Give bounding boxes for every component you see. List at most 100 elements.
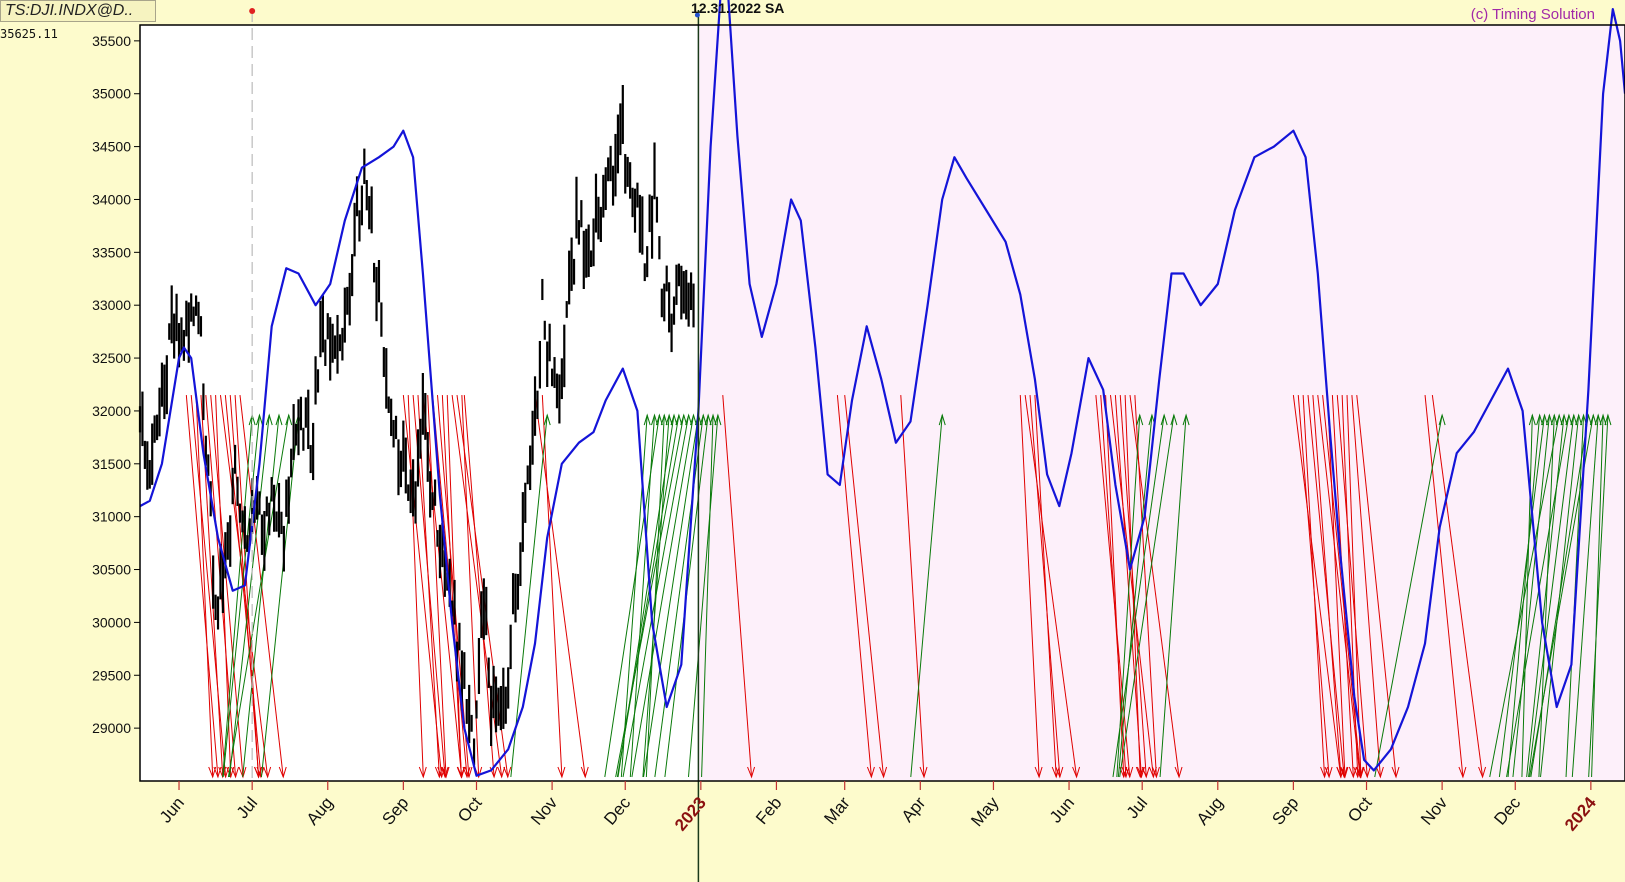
up-signal-arrow <box>242 415 280 778</box>
down-signal-arrowhead <box>456 766 465 779</box>
y-tick-label: 29000 <box>92 720 131 736</box>
y-tick-label: 33000 <box>92 297 131 313</box>
ticker-label[interactable]: TS:DJI.INDX@D.. <box>0 0 156 22</box>
down-signal-arrow <box>1317 395 1361 778</box>
y-tick-label: 33500 <box>92 244 131 260</box>
up-signal-arrowhead <box>1528 413 1536 426</box>
down-signal-arrow <box>1114 395 1142 778</box>
down-signal-arrow <box>1346 395 1362 778</box>
down-signal-arrowhead <box>1362 766 1371 779</box>
y-tick-label: 31000 <box>92 509 131 525</box>
projection-line <box>139 0 1625 777</box>
x-tick-label: Mar <box>820 793 854 828</box>
signal-arrows-layer <box>185 395 1612 779</box>
down-signal-arrowhead <box>866 766 875 779</box>
up-signal-arrowhead <box>685 413 693 426</box>
up-signal-arrow <box>631 414 695 778</box>
up-signal-arrow <box>222 415 253 778</box>
down-signal-arrowhead <box>1174 766 1183 779</box>
down-signal-arrow <box>1336 395 1368 778</box>
down-signal-arrow <box>417 395 440 778</box>
up-signal-arrowhead <box>660 413 668 426</box>
down-signal-arrow <box>1356 395 1397 778</box>
down-signal-arrow <box>541 395 563 778</box>
x-tick-label: Aug <box>1193 793 1227 828</box>
down-signal-arrowhead <box>557 766 566 779</box>
up-signal-arrowhead <box>1541 413 1549 426</box>
up-signal-arrowhead <box>1560 413 1568 426</box>
up-signal-arrow <box>643 414 699 778</box>
down-signal-arrow <box>1019 395 1040 778</box>
down-signal-arrow <box>1302 395 1326 778</box>
up-signal-arrow <box>1507 415 1541 778</box>
up-signal-arrowhead <box>690 413 698 426</box>
down-signal-arrowhead <box>1391 766 1400 779</box>
up-signal-arrow <box>1591 415 1604 778</box>
down-signal-arrow <box>210 395 244 778</box>
price-bars-layer <box>138 85 695 766</box>
down-signal-arrowhead <box>1051 766 1060 779</box>
up-signal-arrowhead <box>1136 413 1144 426</box>
cursor-dot <box>694 12 700 18</box>
up-signal-arrow <box>1571 415 1599 778</box>
up-signal-arrow <box>1526 415 1565 778</box>
up-signal-arrowhead <box>265 413 273 426</box>
up-signal-arrow <box>228 415 270 778</box>
up-signal-arrowhead <box>938 413 946 426</box>
down-signal-arrowhead <box>1375 766 1384 779</box>
down-signal-arrow <box>722 395 753 778</box>
plot-frame <box>139 24 1625 782</box>
x-tick-label: May <box>967 793 1003 830</box>
up-signal-arrowhead <box>655 413 663 426</box>
x-tick-label: Sep <box>378 793 412 828</box>
x-tick-label: Dec <box>600 793 634 829</box>
up-signal-arrowhead <box>1182 413 1190 426</box>
down-signal-arrow <box>1431 395 1484 778</box>
up-signal-arrowhead <box>665 413 673 426</box>
axes-layer: 29000 29500 30000 30500 31000 31500 32000 32500… <box>92 24 1625 835</box>
y-tick-label: 32000 <box>92 403 131 419</box>
down-signal-arrowhead <box>1135 766 1144 779</box>
up-signal-arrowhead <box>1555 413 1563 426</box>
up-signal-arrowhead <box>1575 413 1583 426</box>
down-signal-arrowhead <box>464 766 473 779</box>
down-signal-arrowhead <box>1353 766 1362 779</box>
down-signal-arrowhead <box>1151 766 1160 779</box>
up-signal-arrow <box>222 415 260 778</box>
copyright-label: (c) Timing Solution <box>1470 6 1595 23</box>
x-tick-label: Sep <box>1268 793 1302 828</box>
down-signal-arrow <box>844 395 885 778</box>
x-tick-label: 2024 <box>1561 793 1600 835</box>
x-tick-label: 2023 <box>671 793 710 834</box>
down-signal-arrow <box>900 395 925 778</box>
up-signal-arrow <box>616 414 680 778</box>
down-signal-arrowhead <box>1478 766 1487 779</box>
up-signal-arrow <box>622 414 690 778</box>
down-signal-arrow <box>190 395 227 778</box>
down-signal-arrow <box>234 395 259 778</box>
up-signal-arrow <box>687 415 719 778</box>
down-signal-arrowhead <box>263 766 272 779</box>
down-signal-arrowhead <box>462 766 471 779</box>
up-signal-arrowhead <box>543 413 551 426</box>
x-tick-label: Nov <box>1417 793 1451 829</box>
down-signal-arrow <box>436 395 470 778</box>
x-tick-label: Jun <box>1046 793 1078 826</box>
y-tick-label: 30500 <box>92 562 131 578</box>
up-signal-arrowhead <box>680 413 688 426</box>
up-signal-arrow <box>1112 414 1165 778</box>
up-signal-arrow <box>510 415 548 778</box>
x-tick-label: Feb <box>752 793 785 828</box>
up-signal-arrow <box>654 415 704 778</box>
down-signal-arrowhead <box>503 766 512 779</box>
down-signal-arrowhead <box>226 766 235 779</box>
up-signal-arrow <box>1506 414 1570 778</box>
up-signal-arrowhead <box>709 413 717 426</box>
y-tick-label: 32500 <box>92 350 131 366</box>
down-signal-arrowhead <box>1339 766 1348 779</box>
x-tick-label: Jun <box>156 793 188 826</box>
up-signal-arrowhead <box>704 413 712 426</box>
down-signal-arrow <box>1134 395 1157 778</box>
up-signal-arrowhead <box>275 413 283 426</box>
